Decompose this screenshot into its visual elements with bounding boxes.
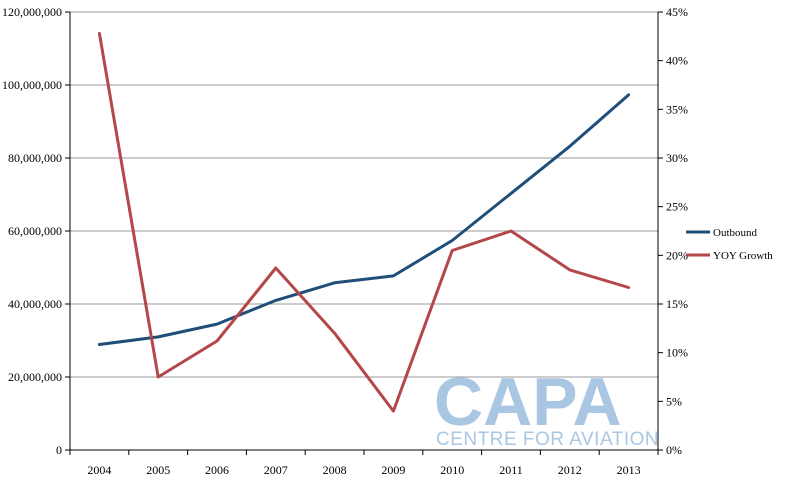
x-tick-label: 2009	[381, 463, 405, 477]
series-line-yoy-growth	[97, 31, 631, 413]
right-tick-label: 5%	[666, 394, 682, 408]
x-axis-ticks: 2004 2005 2006 2007 2008 2009 2010 2011 2012 2013	[69, 450, 659, 477]
x-tick-label: 2005	[146, 463, 170, 477]
left-tick-label: 80,000,000	[8, 151, 62, 165]
legend: Outbound YOY Growth	[686, 227, 773, 262]
left-tick-label: 0	[56, 443, 62, 457]
right-tick-label: 20%	[666, 248, 688, 262]
legend-label-yoy-growth: YOY Growth	[713, 250, 773, 262]
x-tick-label: 2013	[617, 463, 641, 477]
left-tick-label: 40,000,000	[8, 297, 62, 311]
right-axis-ticks: 0% 5% 10% 15% 20% 25% 30% 35% 40% 45%	[658, 5, 688, 457]
x-tick-label: 2012	[558, 463, 582, 477]
x-tick-label: 2008	[323, 463, 347, 477]
x-tick-label: 2011	[499, 463, 523, 477]
gridlines	[70, 11, 658, 378]
watermark-tagline: CENTRE FOR AVIATION	[436, 429, 659, 450]
legend-label-outbound: Outbound	[713, 227, 758, 239]
x-tick-label: 2006	[205, 463, 229, 477]
x-tick-label: 2010	[440, 463, 464, 477]
right-tick-label: 40%	[666, 54, 688, 68]
right-tick-label: 35%	[666, 102, 688, 116]
x-tick-label: 2004	[87, 463, 111, 477]
right-tick-label: 15%	[666, 297, 688, 311]
watermark-logo: CAPA	[434, 364, 622, 440]
right-tick-label: 10%	[666, 346, 688, 360]
left-axis-ticks: 0 20,000,000 40,000,000 60,000,000 80,000,00…	[2, 5, 70, 457]
series-lines	[97, 31, 631, 413]
series-line-outbound	[97, 93, 631, 346]
right-tick-label: 45%	[666, 5, 688, 19]
right-tick-label: 30%	[666, 151, 688, 165]
capa-watermark: CAPA CENTRE FOR AVIATION	[434, 364, 659, 450]
left-tick-label: 120,000,000	[2, 5, 62, 19]
left-tick-label: 60,000,000	[8, 224, 62, 238]
x-tick-label: 2007	[264, 463, 288, 477]
right-tick-label: 25%	[666, 200, 688, 214]
left-tick-label: 100,000,000	[2, 78, 62, 92]
left-tick-label: 20,000,000	[8, 370, 62, 384]
right-tick-label: 0%	[666, 443, 682, 457]
